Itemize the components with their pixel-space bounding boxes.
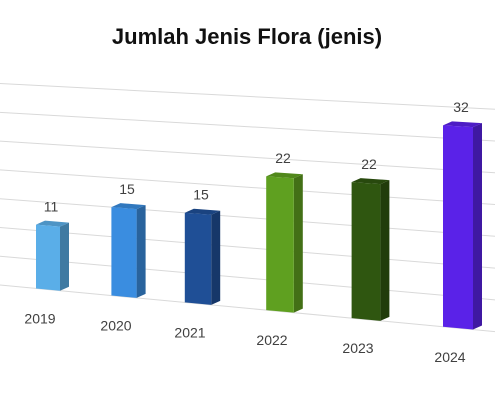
- x-tick-label: 2023: [342, 340, 373, 356]
- bar-top: [266, 172, 303, 179]
- bar: [266, 176, 294, 313]
- data-label: 22: [361, 156, 377, 172]
- data-label: 15: [193, 186, 209, 202]
- data-label: 22: [275, 150, 291, 166]
- bar-top: [443, 121, 482, 128]
- bar-side: [211, 210, 221, 305]
- bar: [351, 182, 381, 321]
- x-tick-label: 2022: [256, 332, 287, 348]
- x-tick-label: 2021: [174, 324, 205, 340]
- bar: [36, 224, 60, 291]
- bar-top: [111, 203, 146, 210]
- grid-line: [0, 226, 495, 269]
- x-tick-label: 2019: [24, 310, 55, 326]
- grid-line: [0, 255, 495, 301]
- bar-top: [351, 178, 390, 185]
- bar-top: [184, 208, 221, 215]
- bar: [111, 207, 137, 298]
- bar-top: [36, 220, 69, 227]
- data-label: 32: [453, 99, 469, 115]
- grid-line: [0, 198, 495, 237]
- grid-line: [0, 140, 495, 174]
- data-label: 15: [119, 181, 135, 197]
- grid-line: [0, 83, 495, 110]
- bar-side: [60, 222, 69, 291]
- chart-title: Jumlah Jenis Flora (jenis): [112, 24, 382, 49]
- bar-side: [473, 123, 482, 330]
- grid-line: [0, 169, 495, 206]
- grid-line: [0, 111, 495, 142]
- grid-line: [0, 284, 495, 333]
- x-tick-label: 2020: [100, 317, 131, 333]
- bar-side: [380, 180, 390, 321]
- data-label: 11: [44, 198, 59, 214]
- x-tick-label: 2024: [434, 349, 465, 365]
- bar-side: [293, 174, 303, 313]
- bar: [184, 212, 212, 305]
- bar-side: [136, 205, 146, 298]
- bar: [443, 125, 473, 330]
